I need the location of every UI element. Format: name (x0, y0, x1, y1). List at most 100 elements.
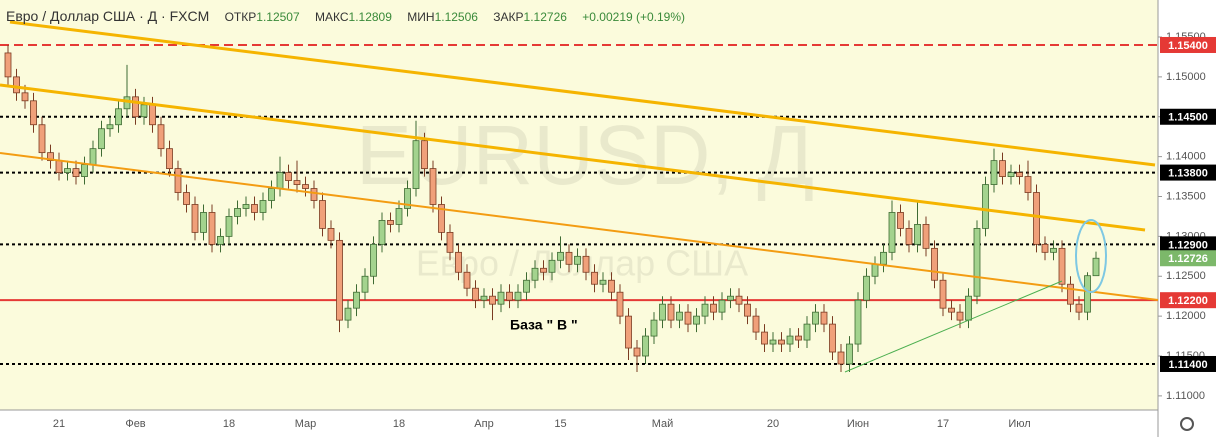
annotation: База " В " (510, 317, 578, 333)
candle-body (149, 104, 156, 126)
y-tick-label: 1.12000 (1166, 310, 1206, 322)
watermark-sub: Евро / Доллар США (416, 243, 748, 284)
level-label: 1.11400 (1168, 359, 1207, 371)
level-box (1160, 292, 1216, 309)
candle-body (4, 52, 12, 78)
candle-body (497, 291, 505, 305)
last-price-box (1160, 250, 1216, 267)
candle-body (599, 279, 607, 285)
x-tick-label: 17 (937, 418, 949, 430)
level-label: 1.13800 (1168, 167, 1208, 179)
y-tick-label: 1.14000 (1166, 151, 1206, 163)
candle-body (557, 251, 564, 261)
candle-body (183, 192, 190, 205)
candle-body (795, 335, 802, 341)
candle-body (752, 315, 760, 333)
x-tick-label: 21 (53, 418, 65, 430)
candle-body (412, 140, 420, 189)
candle-body (480, 295, 488, 301)
candle-body (174, 168, 182, 193)
candle-body (132, 96, 139, 118)
candle-body (404, 188, 411, 209)
trend-line (9, 20, 1156, 167)
y-tick-label: 1.13500 (1166, 190, 1206, 202)
candle-body (676, 311, 683, 321)
candle-body (727, 295, 734, 301)
candle-body (540, 267, 547, 273)
candle-body (387, 220, 394, 225)
x-tick-label: Май (652, 418, 674, 430)
x-tick-label: 18 (393, 418, 405, 430)
x-tick-label: Мар (295, 418, 317, 430)
candle-body (242, 204, 250, 209)
candle-body (166, 148, 173, 169)
candle-body (871, 263, 879, 277)
candle-body (13, 76, 20, 94)
candle-body (336, 239, 343, 321)
candle-body (438, 204, 445, 233)
level-box (1160, 108, 1216, 125)
candle-body (506, 291, 513, 301)
candle-body (55, 160, 63, 173)
candle-body (531, 267, 539, 281)
candle-body (625, 315, 632, 349)
x-tick-label: 18 (223, 418, 235, 430)
candle-body (378, 220, 386, 245)
candle-body (888, 212, 896, 253)
candle-body (30, 100, 37, 126)
candle-body (803, 323, 811, 341)
last-price-label: 1.12726 (1168, 253, 1208, 265)
candle-body (982, 184, 989, 229)
candle-body (259, 200, 267, 213)
candle-body (863, 275, 870, 301)
level-label: 1.12900 (1168, 239, 1208, 251)
candle-body (523, 279, 530, 293)
candle-body (140, 104, 148, 118)
candle-body (846, 343, 853, 365)
candle-body (829, 323, 836, 353)
candle-body (268, 188, 275, 201)
candle-body (344, 307, 352, 321)
candle-body (965, 295, 972, 321)
settings-icon[interactable] (1180, 417, 1194, 431)
candle-body (761, 331, 768, 345)
candle-body (208, 212, 216, 245)
y-tick-label: 1.15000 (1166, 71, 1206, 83)
candle-body (1024, 176, 1032, 193)
candle-body (115, 108, 122, 126)
level-label: 1.15400 (1168, 40, 1208, 52)
low-value: 1.12506 (434, 10, 478, 24)
candle-body (642, 335, 649, 357)
candle-body (735, 295, 743, 305)
candle-body (710, 303, 717, 313)
candle-body (633, 347, 641, 357)
candle-body (914, 224, 921, 245)
candles (4, 44, 1100, 372)
high-value: 1.12809 (348, 10, 392, 24)
candle-body (455, 251, 462, 273)
candle-body (1016, 172, 1023, 177)
candle-body (684, 311, 692, 325)
low-label: МИН (407, 10, 435, 24)
candle-body (370, 243, 377, 277)
candle-body (591, 271, 598, 285)
close-value: 1.12726 (523, 10, 567, 24)
level-label: 1.12200 (1168, 295, 1208, 307)
candle-body (64, 168, 71, 173)
candle-body (956, 311, 964, 321)
candle-body (293, 180, 301, 185)
candle-body (973, 228, 981, 297)
candle-body (990, 160, 998, 185)
candle-body (89, 148, 97, 166)
candle-body (463, 271, 471, 289)
candle-body (837, 351, 845, 365)
candle-body (897, 212, 904, 229)
x-tick-label: Июн (847, 418, 869, 430)
time-axis-bg (0, 410, 1158, 437)
candle-body (353, 291, 360, 309)
x-tick-label: Июл (1008, 418, 1030, 430)
candle-body (1007, 172, 1015, 177)
candle-body (310, 188, 318, 201)
